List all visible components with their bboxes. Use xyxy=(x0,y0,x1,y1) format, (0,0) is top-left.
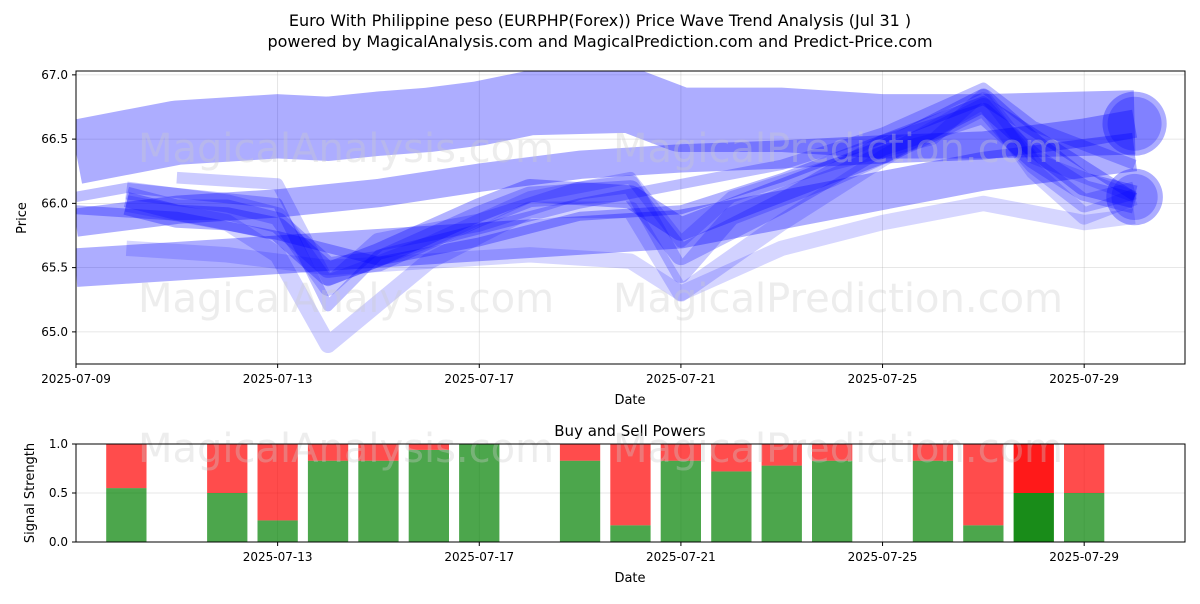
wave-end-marker-2 xyxy=(1107,96,1162,151)
signal-y-label: Signal Strength xyxy=(23,443,38,543)
chart-title: Euro With Philippine peso (EURPHP(Forex)… xyxy=(289,11,911,30)
buy-bar xyxy=(106,488,147,542)
buy-bar xyxy=(660,460,701,542)
price-y-label: Price xyxy=(15,202,30,234)
sell-bar xyxy=(559,444,601,461)
wave-band-7 xyxy=(125,195,1136,301)
watermark-analysis-bottom: MagicalAnalysis.com xyxy=(138,426,554,472)
sell-bar xyxy=(610,444,651,526)
signal-x-tick-label: 2025-07-21 xyxy=(646,550,716,564)
price-x-tick-label: 2025-07-25 xyxy=(848,372,918,386)
sell-bar xyxy=(761,444,802,466)
price-y-tick-label: 67.0 xyxy=(41,68,68,82)
wave-band-0 xyxy=(76,71,1136,184)
price-ticks: 2025-07-09 2025-07-13 2025-07-17 2025-07-21… xyxy=(41,68,1119,386)
signal-panel: Buy and Sell Powers MagicalAnalysis.com … xyxy=(23,422,1186,586)
sell-bar xyxy=(963,444,1004,526)
sell-bar xyxy=(207,444,248,493)
sell-bar xyxy=(711,444,752,472)
wave-band-8 xyxy=(76,82,1137,312)
wave-band-6 xyxy=(124,92,1138,354)
price-x-label: Date xyxy=(614,393,645,408)
signal-x-tick-label: 2025-07-25 xyxy=(848,550,918,564)
wave-end-marker-1 xyxy=(1106,168,1163,226)
sell-bar xyxy=(1013,444,1054,493)
wave-band-10 xyxy=(176,88,1137,287)
buy-bar xyxy=(358,460,399,542)
price-grid xyxy=(75,71,1185,364)
wave-band-3 xyxy=(123,89,1138,286)
price-x-tick-label: 2025-07-21 xyxy=(646,372,716,386)
buy-bar xyxy=(1013,493,1054,542)
sell-bar xyxy=(1064,444,1105,493)
price-x-tick-label: 2025-07-13 xyxy=(243,372,313,386)
sell-bar xyxy=(812,444,853,461)
watermark-prediction-mid: MagicalPrediction.com xyxy=(613,276,1063,322)
price-y-tick-label: 66.5 xyxy=(41,132,68,146)
signal-y-tick-label: 0.0 xyxy=(49,535,68,549)
price-y-tick-label: 65.5 xyxy=(41,261,68,275)
buy-bar xyxy=(459,444,500,542)
buy-bar xyxy=(207,493,248,542)
signal-x-label: Date xyxy=(614,571,645,586)
price-wave-bands xyxy=(76,71,1167,354)
watermark-analysis-mid: MagicalAnalysis.com xyxy=(138,276,554,322)
sell-bar xyxy=(660,444,701,461)
buy-bar xyxy=(559,460,601,542)
buy-bar xyxy=(963,525,1004,542)
sell-bar xyxy=(912,444,954,461)
buy-bar xyxy=(761,465,802,542)
wave-band-9 xyxy=(76,96,1138,266)
buy-bar xyxy=(257,520,298,542)
watermark-prediction-bottom: MagicalPrediction.com xyxy=(613,426,1063,472)
sell-bar xyxy=(106,444,147,489)
wave-band-5 xyxy=(125,98,1137,296)
signal-bars xyxy=(106,444,1105,542)
sell-bar xyxy=(257,444,298,521)
buy-bar xyxy=(307,460,349,542)
sell-bar xyxy=(358,444,399,461)
wave-end-marker-3 xyxy=(1111,173,1158,221)
buy-bar xyxy=(812,460,853,542)
price-panel: MagicalAnalysis.com MagicalPrediction.co… xyxy=(15,68,1186,408)
buy-bar xyxy=(1064,493,1105,542)
price-y-tick-label: 66.0 xyxy=(41,196,68,210)
signal-x-tick-label: 2025-07-13 xyxy=(243,550,313,564)
sell-bar xyxy=(307,444,349,461)
signal-y-tick-label: 0.5 xyxy=(49,486,68,500)
signal-x-tick-label: 2025-07-29 xyxy=(1049,550,1119,564)
wave-band-2 xyxy=(76,132,1138,287)
buy-bar xyxy=(711,471,752,542)
sell-bar xyxy=(408,444,449,450)
signal-title: Buy and Sell Powers xyxy=(554,422,706,440)
watermark-prediction-top: MagicalPrediction.com xyxy=(613,126,1063,172)
price-y-tick-label: 65.0 xyxy=(41,325,68,339)
signal-ticks: 2025-07-13 2025-07-17 2025-07-21 2025-07-25… xyxy=(49,437,1119,564)
price-x-tick-label: 2025-07-29 xyxy=(1049,372,1119,386)
buy-bar xyxy=(610,525,651,542)
wave-band-4 xyxy=(123,103,1138,278)
price-axes-frame xyxy=(75,70,1186,365)
signal-y-tick-label: 1.0 xyxy=(49,437,68,451)
price-x-tick-label: 2025-07-17 xyxy=(444,372,514,386)
buy-bar xyxy=(408,449,449,542)
signal-x-tick-label: 2025-07-17 xyxy=(444,550,514,564)
chart-subtitle: powered by MagicalAnalysis.com and Magic… xyxy=(267,32,932,51)
buy-bar xyxy=(912,460,954,542)
wave-end-marker-0 xyxy=(1102,91,1167,156)
price-x-tick-label: 2025-07-09 xyxy=(41,372,111,386)
wave-band-1 xyxy=(76,109,1138,237)
watermark-analysis-top: MagicalAnalysis.com xyxy=(138,126,554,172)
